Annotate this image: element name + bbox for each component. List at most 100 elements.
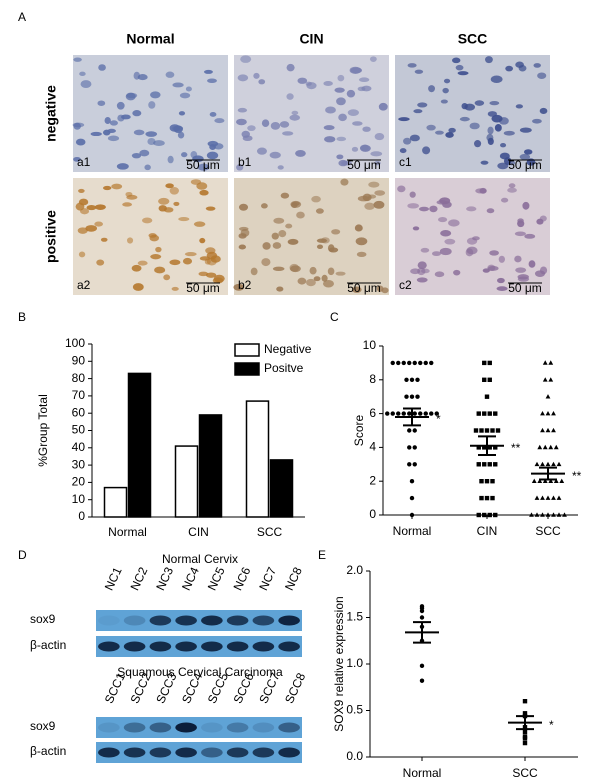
y-tick-label: 4 <box>369 440 376 454</box>
nucleus <box>505 65 514 72</box>
data-point <box>553 444 559 450</box>
micrograph <box>395 55 550 172</box>
nucleus <box>184 252 197 257</box>
nucleus <box>435 130 444 135</box>
nucleus <box>439 247 452 256</box>
band <box>98 722 120 733</box>
nucleus <box>147 138 156 146</box>
y-tick-label: 1.5 <box>346 610 363 624</box>
nucleus <box>158 197 170 205</box>
band <box>226 722 249 733</box>
nucleus <box>398 117 410 122</box>
membrane <box>96 717 302 738</box>
panel-label: A <box>18 10 26 24</box>
nucleus <box>177 131 185 139</box>
nucleus <box>150 254 162 260</box>
nucleus <box>355 237 368 246</box>
nucleus <box>276 286 284 292</box>
nucleus <box>179 92 191 99</box>
nucleus <box>419 206 430 212</box>
nucleus <box>237 74 249 82</box>
nucleus <box>416 277 428 283</box>
y-tick-label: 2.0 <box>346 563 363 577</box>
nucleus <box>190 179 202 185</box>
scale-bar-label: 50 μm <box>186 281 220 295</box>
nucleus <box>193 221 206 227</box>
data-point <box>542 377 548 382</box>
nucleus <box>94 221 103 227</box>
nucleus <box>291 110 299 116</box>
data-point <box>551 512 556 517</box>
nucleus <box>517 274 530 280</box>
data-point <box>522 736 528 741</box>
nucleus <box>474 100 485 106</box>
nucleus <box>75 138 86 146</box>
panel-label: C <box>330 310 339 324</box>
nucleus <box>86 205 97 211</box>
data-point <box>490 428 495 433</box>
band <box>278 641 300 652</box>
micrograph <box>234 55 389 172</box>
nucleus <box>316 244 324 250</box>
nucleus <box>286 63 295 72</box>
nucleus <box>422 146 431 155</box>
nucleus <box>539 107 548 115</box>
nucleus <box>77 227 88 234</box>
lane-label: NC8 <box>282 565 305 593</box>
data-point <box>487 512 492 518</box>
nucleus <box>338 113 347 122</box>
tile-label: c2 <box>399 278 412 292</box>
nucleus <box>148 101 156 109</box>
nucleus <box>494 123 502 132</box>
nucleus <box>413 109 423 114</box>
band <box>278 722 300 733</box>
legend-label: Negative <box>264 342 312 356</box>
nucleus <box>272 266 285 271</box>
nucleus <box>290 265 301 273</box>
y-tick-label: 10 <box>363 338 377 352</box>
band <box>278 615 300 626</box>
data-point <box>493 462 498 467</box>
nucleus <box>338 159 348 167</box>
nucleus <box>440 99 448 104</box>
nucleus <box>347 109 359 117</box>
y-axis-label: SOX9 relative expression <box>332 596 346 731</box>
nucleus <box>296 211 305 219</box>
nucleus <box>236 163 244 171</box>
nucleus <box>80 80 92 89</box>
band <box>98 747 120 758</box>
band <box>226 747 249 758</box>
nucleus <box>414 69 424 74</box>
data-point <box>407 445 412 450</box>
nucleus <box>144 164 151 171</box>
data-point <box>423 411 428 416</box>
nucleus <box>376 285 384 292</box>
nucleus <box>203 69 213 74</box>
scale-bar-label: 50 μm <box>508 158 542 172</box>
nucleus <box>209 112 217 117</box>
nucleus <box>407 63 417 68</box>
nucleus <box>350 67 363 74</box>
lane-label: NC2 <box>128 565 151 593</box>
data-point <box>529 512 534 517</box>
nucleus <box>111 183 123 190</box>
nucleus <box>323 81 333 87</box>
data-point <box>401 360 406 366</box>
nucleus <box>399 148 407 154</box>
nucleus <box>440 230 452 237</box>
data-point <box>556 495 562 500</box>
nucleus <box>256 147 267 155</box>
nucleus <box>443 78 451 84</box>
data-point <box>540 411 545 416</box>
data-point <box>418 360 423 366</box>
band <box>226 641 249 652</box>
nucleus <box>90 131 102 137</box>
nucleus <box>73 156 81 162</box>
nucleus <box>98 64 106 71</box>
nucleus <box>131 264 142 272</box>
data-point <box>537 444 543 450</box>
lane-label: NC4 <box>179 565 202 593</box>
nucleus <box>370 151 383 157</box>
nucleus <box>486 208 495 214</box>
